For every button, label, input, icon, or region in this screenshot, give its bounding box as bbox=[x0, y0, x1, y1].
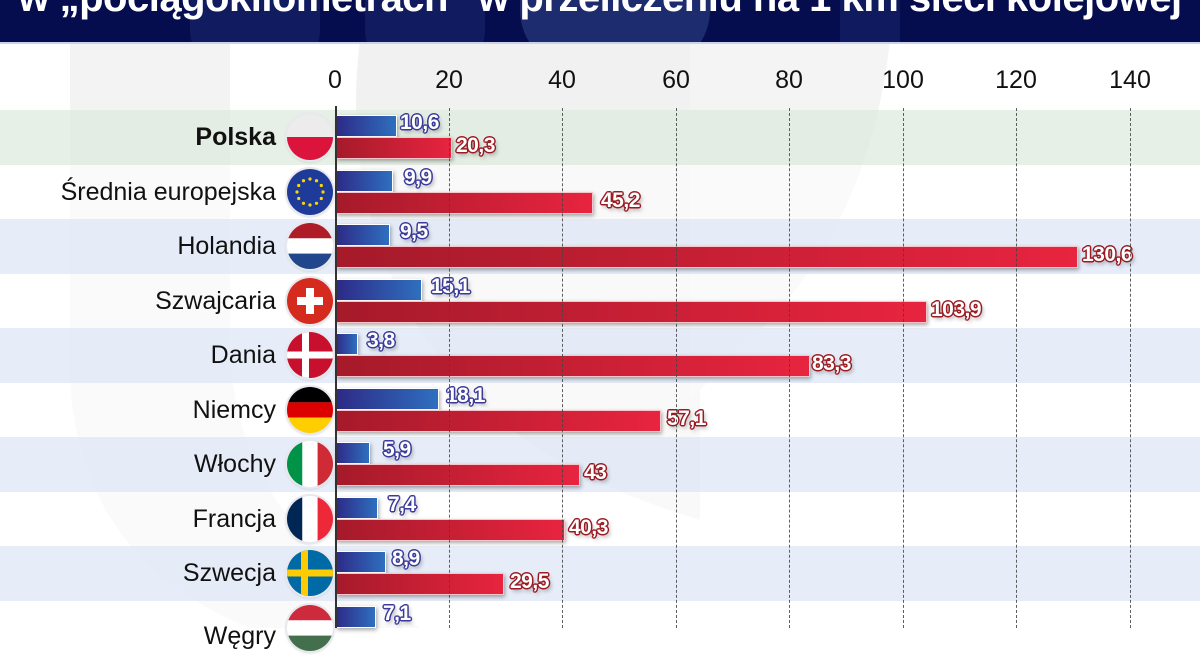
denmark-flag-icon bbox=[287, 332, 333, 378]
country-label: Średnia europejska bbox=[60, 177, 276, 206]
eu-flag-icon bbox=[287, 168, 333, 215]
bar-series-blue bbox=[336, 169, 393, 192]
value-label-red: 40,3 bbox=[569, 515, 608, 539]
value-label-red: 20,3 bbox=[456, 134, 495, 157]
bar-series-blue bbox=[336, 605, 376, 628]
axis-tick-100: 100 bbox=[882, 66, 924, 94]
gridline bbox=[449, 108, 450, 628]
value-label-blue: 7,4 bbox=[388, 492, 416, 516]
bar-series-blue bbox=[336, 387, 439, 410]
country-label: Szwecja bbox=[182, 559, 276, 587]
country-label: Holandia bbox=[177, 232, 276, 260]
zero-axis-line bbox=[335, 106, 337, 628]
chart-header: w „pociągokilometrach” w przeliczeniu na… bbox=[0, 0, 1200, 44]
bar-series-blue bbox=[336, 496, 378, 519]
country-label: Szwajcaria bbox=[155, 286, 276, 315]
value-label-red: 103,9 bbox=[931, 297, 982, 321]
bar-series-red bbox=[336, 300, 927, 323]
bar-series-red bbox=[336, 518, 565, 541]
bar-series-red bbox=[336, 355, 810, 377]
axis-tick-140: 140 bbox=[1109, 66, 1151, 94]
bar-series-red bbox=[336, 409, 661, 432]
country-label: Włochy bbox=[194, 450, 276, 478]
gridline bbox=[676, 108, 677, 628]
chart-row-srednia-europejska: Średnia europejska 9,9 45,2 bbox=[0, 164, 1200, 219]
value-label-blue: 8,9 bbox=[392, 547, 420, 570]
value-label-blue: 18,1 bbox=[446, 383, 485, 407]
bar-series-blue bbox=[336, 278, 422, 301]
value-label-blue: 3,8 bbox=[367, 329, 395, 352]
gridline bbox=[1130, 108, 1131, 628]
country-label: Dania bbox=[210, 341, 276, 369]
bar-series-red bbox=[336, 246, 1078, 268]
bar-series-blue bbox=[336, 551, 386, 573]
chart-row-polska: Polska 10,6 20,3 bbox=[0, 110, 1200, 165]
axis-tick-20: 20 bbox=[435, 66, 463, 94]
value-label-blue: 5,9 bbox=[383, 438, 411, 461]
gridline bbox=[562, 108, 563, 628]
header-decoration bbox=[365, 0, 485, 42]
country-label: Francja bbox=[192, 504, 276, 533]
chart-row-dania: Dania 3,8 83,3 bbox=[0, 328, 1200, 383]
chart-title: w „pociągokilometrach” w przeliczeniu na… bbox=[0, 0, 1200, 21]
chart-row-niemcy: Niemcy 18,1 57,1 bbox=[0, 382, 1200, 437]
value-label-red: 57,1 bbox=[667, 406, 706, 430]
axis-tick-0: 0 bbox=[328, 66, 342, 94]
value-label-blue: 7,1 bbox=[383, 601, 411, 625]
switzerland-flag-icon bbox=[287, 277, 333, 324]
value-label-blue: 9,9 bbox=[404, 165, 432, 189]
bar-series-blue bbox=[336, 115, 397, 137]
bar-series-blue bbox=[336, 333, 358, 355]
axis-tick-60: 60 bbox=[662, 66, 690, 94]
chart-row-holandia: Holandia 9,5 130,6 bbox=[0, 219, 1200, 274]
gridline bbox=[903, 108, 904, 628]
chart-row-wlochy: Włochy 5,9 43 bbox=[0, 437, 1200, 492]
value-label-red: 43 bbox=[584, 461, 607, 484]
country-label: Polska bbox=[195, 123, 276, 151]
axis-tick-120: 120 bbox=[995, 66, 1037, 94]
bar-series-red bbox=[336, 191, 593, 214]
value-label-red: 83,3 bbox=[812, 352, 851, 375]
value-label-blue: 15,1 bbox=[431, 274, 470, 298]
bar-series-blue bbox=[336, 442, 370, 464]
value-label-red: 130,6 bbox=[1082, 243, 1133, 266]
germany-flag-icon bbox=[287, 386, 333, 433]
value-label-red: 29,5 bbox=[510, 570, 549, 593]
france-flag-icon bbox=[287, 495, 333, 542]
sweden-flag-icon bbox=[287, 550, 333, 596]
chart-row-szwajcaria: Szwajcaria 15,1 103,9 bbox=[0, 273, 1200, 328]
country-label: Węgry bbox=[203, 621, 276, 650]
header-decoration bbox=[520, 0, 710, 42]
header-decoration bbox=[190, 0, 320, 42]
bar-series-blue bbox=[336, 224, 390, 246]
axis-tick-40: 40 bbox=[548, 66, 576, 94]
axis-tick-80: 80 bbox=[775, 66, 803, 94]
bar-series-red bbox=[336, 573, 504, 595]
value-label-red: 45,2 bbox=[601, 188, 640, 212]
bar-series-red bbox=[336, 137, 452, 159]
bar-series-red bbox=[336, 464, 580, 486]
italy-flag-icon bbox=[287, 441, 333, 487]
value-label-blue: 10,6 bbox=[400, 111, 439, 134]
chart-row-francja: Francja 7,4 40,3 bbox=[0, 491, 1200, 546]
header-decoration bbox=[840, 0, 900, 42]
gridline bbox=[789, 108, 790, 628]
country-label: Niemcy bbox=[192, 395, 276, 424]
value-label-blue: 9,5 bbox=[400, 220, 428, 243]
chart-row-szwecja: Szwecja 8,9 29,5 bbox=[0, 546, 1200, 601]
poland-flag-icon bbox=[287, 114, 333, 160]
netherlands-flag-icon bbox=[287, 223, 333, 269]
gridline bbox=[1016, 108, 1017, 628]
